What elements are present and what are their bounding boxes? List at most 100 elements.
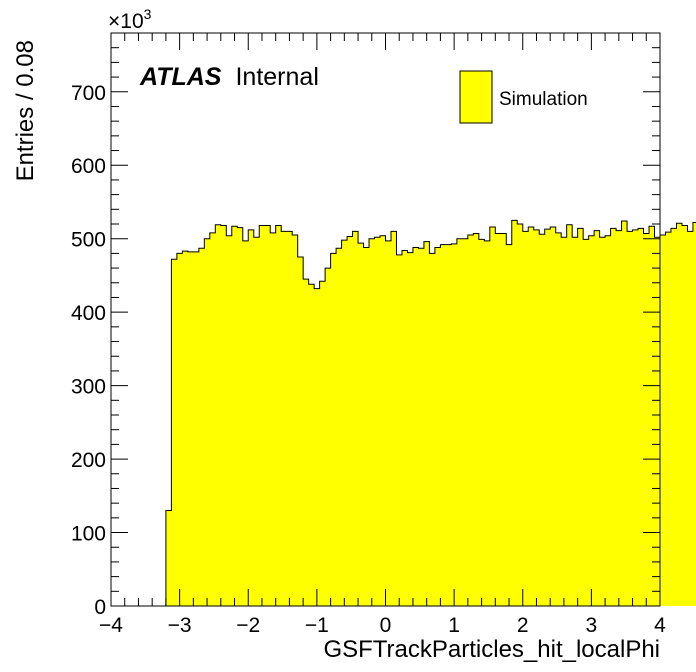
- legend: Simulation: [459, 70, 588, 124]
- histogram-bin: [363, 247, 370, 606]
- y-tick-label: 100: [71, 523, 106, 546]
- histogram-bin: [253, 237, 260, 606]
- histogram-bin: [198, 248, 205, 606]
- histogram-bin: [385, 240, 392, 606]
- histogram-bin: [605, 235, 612, 606]
- histogram-bin: [687, 231, 694, 606]
- x-axis-title: GSFTrackParticles_hit_localPhi: [323, 636, 660, 663]
- y-tick-label: 600: [71, 155, 106, 178]
- histogram-bin: [231, 226, 238, 606]
- histogram-bin: [681, 225, 689, 606]
- histogram-bin: [627, 231, 634, 606]
- histogram-bin: [330, 253, 337, 606]
- histogram-bin: [380, 235, 387, 606]
- histogram-bin: [237, 227, 244, 606]
- histogram-bin: [226, 235, 233, 606]
- histogram-bin: [401, 250, 409, 606]
- histogram-bin: [176, 253, 183, 606]
- histogram-bin: [572, 237, 579, 606]
- histogram-bin: [297, 257, 304, 606]
- histogram-bin: [165, 510, 172, 606]
- histogram-bin: [632, 229, 639, 606]
- histogram-bin: [215, 224, 222, 606]
- plot-frame: [110, 32, 661, 607]
- histogram-bin: [495, 233, 502, 607]
- histogram-bin: [649, 226, 656, 606]
- histogram-bin: [336, 248, 343, 606]
- histogram-bin: [517, 224, 524, 606]
- y-axis-exponent: ×103: [108, 6, 152, 33]
- x-tick-label: −3: [168, 614, 192, 637]
- histogram-bin: [418, 248, 425, 606]
- histogram-bin: [341, 240, 348, 606]
- y-tick-label: 400: [71, 302, 106, 325]
- histogram-bin: [429, 253, 436, 606]
- histogram-bin: [533, 229, 540, 606]
- histogram-bin: [264, 225, 271, 606]
- histogram-bin: [506, 244, 513, 607]
- y-tick-label: 0: [94, 596, 106, 619]
- histogram-bin: [374, 237, 381, 606]
- x-tick-label: −4: [99, 614, 123, 637]
- histogram-bin: [270, 232, 277, 607]
- histogram-bin: [440, 244, 447, 607]
- histogram-bin: [434, 247, 441, 606]
- histogram-bin: [390, 231, 398, 606]
- histogram-bin: [489, 226, 496, 606]
- histogram-bin: [242, 240, 249, 606]
- x-tick-label: 0: [380, 614, 392, 637]
- histogram-bin: [561, 237, 568, 606]
- histogram-bin: [281, 231, 288, 606]
- histogram-bin: [286, 231, 293, 606]
- histogram-bin: [484, 240, 491, 606]
- atlas-label: ATLAS Internal: [139, 63, 319, 91]
- histogram-bin: [676, 223, 683, 606]
- histogram-bin: [522, 231, 529, 606]
- histogram-bin: [544, 229, 551, 606]
- histogram-bin: [599, 237, 606, 606]
- histogram-bin: [204, 238, 211, 606]
- histogram-bin: [275, 225, 282, 606]
- histogram-bin: [423, 241, 431, 606]
- histogram-bin: [352, 231, 359, 606]
- y-exponent-power: 3: [144, 6, 152, 22]
- histogram-bin: [638, 228, 645, 606]
- histogram-bin: [182, 251, 189, 606]
- histogram-bin: [171, 259, 178, 606]
- histogram-bin: [511, 220, 518, 607]
- y-tick-label: 700: [71, 82, 106, 105]
- y-tick-label: 500: [71, 229, 106, 252]
- x-tick-label: 2: [517, 614, 529, 637]
- x-tick-label: 4: [654, 614, 666, 637]
- histogram-bin: [692, 222, 696, 606]
- histogram-bars: [165, 219, 696, 607]
- histogram-bin: [462, 238, 469, 606]
- y-tick-label: 300: [71, 376, 106, 399]
- histogram-bin: [220, 225, 227, 606]
- y-axis-title: Entries / 0.08: [12, 40, 39, 181]
- histogram-bin: [616, 230, 623, 606]
- histogram-bin: [259, 225, 266, 606]
- histogram-bin: [665, 232, 672, 607]
- histogram-bin: [412, 247, 420, 606]
- histogram-bin: [643, 233, 650, 607]
- histogram-bin: [654, 237, 661, 606]
- y-tick-labels: 0 100 200 300 400 500 600 700: [71, 82, 106, 619]
- y-exponent-base: ×10: [108, 10, 144, 33]
- histogram-bin: [248, 229, 255, 606]
- histogram-bin: [193, 251, 200, 606]
- histogram-bin: [478, 239, 485, 606]
- histogram-bin: [407, 252, 414, 606]
- histogram-bin: [583, 239, 590, 606]
- histogram-bin: [456, 238, 463, 606]
- histogram-bin: [500, 233, 507, 607]
- x-tick-label: 3: [586, 614, 598, 637]
- legend-swatch-simulation: [459, 70, 493, 124]
- histogram-bin: [670, 228, 678, 606]
- histogram-bin: [566, 224, 573, 606]
- histogram-bin: [314, 288, 321, 606]
- histogram-bin: [292, 235, 299, 606]
- legend-label-simulation: Simulation: [499, 89, 588, 110]
- atlas-brand: ATLAS: [139, 63, 222, 91]
- atlas-status: Internal: [235, 63, 318, 91]
